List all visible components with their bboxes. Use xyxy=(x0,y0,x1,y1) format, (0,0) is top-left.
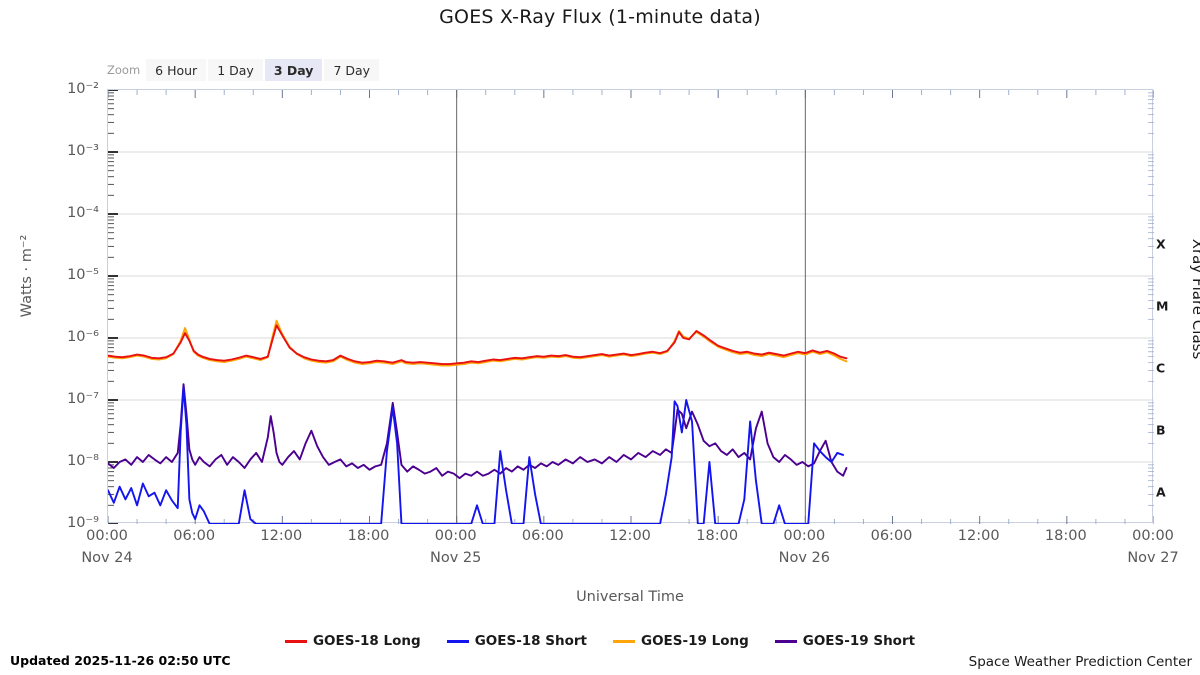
legend-swatch-icon xyxy=(446,639,469,643)
x-axis-tick-time: 12:00 xyxy=(260,528,303,544)
y-axis-tick-label: 10⁻⁵ xyxy=(67,267,99,283)
zoom-button-1-day[interactable]: 1 Day xyxy=(208,59,263,81)
x-axis-tick-date: Nov 25 xyxy=(429,550,482,566)
x-axis-tick-date: Nov 27 xyxy=(1127,550,1179,566)
source-attribution: Space Weather Prediction Center xyxy=(968,654,1192,670)
x-axis-tick-time: 00:00 xyxy=(1132,528,1174,544)
plot-area[interactable] xyxy=(107,89,1154,524)
flare-class-label-a: A xyxy=(1156,484,1166,500)
x-axis-tick-time: 00:00 xyxy=(783,528,826,544)
y-axis-tick-label: 10⁻⁹ xyxy=(67,515,99,531)
legend-label: GOES-19 Short xyxy=(802,633,916,649)
legend-label: GOES-18 Short xyxy=(474,633,587,649)
legend-swatch-icon xyxy=(774,639,797,643)
zoom-button-6-hour[interactable]: 6 Hour xyxy=(146,59,207,81)
y-axis-tick-label: 10⁻⁴ xyxy=(67,205,99,221)
flare-class-label-b: B xyxy=(1156,422,1166,438)
flare-class-axis-title: Xray Flare Class xyxy=(1189,238,1200,360)
flare-class-label-x: X xyxy=(1156,236,1166,252)
x-axis-tick-time: 00:00 xyxy=(86,528,128,544)
x-axis-tick-date: Nov 24 xyxy=(81,550,133,566)
flare-class-axis: X M C B A xyxy=(1153,89,1183,523)
zoom-button-3-day[interactable]: 3 Day xyxy=(264,59,323,81)
legend-item-goes-19-long[interactable]: GOES-19 Long xyxy=(613,633,749,649)
y-axis-tick-label: 10⁻² xyxy=(67,81,99,97)
x-axis-tick-time: 06:00 xyxy=(521,528,564,544)
x-axis-tick-time: 06:00 xyxy=(870,528,913,544)
x-axis-tick-date: Nov 26 xyxy=(778,550,831,566)
x-axis-ticks: 00:00 Nov 24 06:00 12:00 18:00 00:00 Nov 25 06:… xyxy=(81,528,1178,580)
updated-timestamp: Updated 2025-11-26 02:50 UTC xyxy=(10,653,231,668)
x-axis-tick-time: 12:00 xyxy=(957,528,1000,544)
legend-item-goes-18-long[interactable]: GOES-18 Long xyxy=(284,633,421,649)
legend-item-goes-18-short[interactable]: GOES-18 Short xyxy=(446,633,587,649)
zoom-range-selector: Zoom 6 Hour 1 Day 3 Day 7 Day xyxy=(107,59,381,81)
x-axis-tick-time: 06:00 xyxy=(173,528,216,544)
y-axis-tick-label: 10⁻⁶ xyxy=(67,329,99,345)
legend-swatch-icon xyxy=(284,639,307,643)
legend-item-goes-19-short[interactable]: GOES-19 Short xyxy=(774,633,916,649)
chart-canvas xyxy=(108,90,1154,524)
x-axis-tick-time: 18:00 xyxy=(1044,528,1087,544)
y-axis-title: Watts · m⁻² xyxy=(19,234,35,318)
x-axis-tick-time: 18:00 xyxy=(347,528,390,544)
zoom-button-7-day[interactable]: 7 Day xyxy=(324,59,380,81)
y-axis-ticks: 10⁻² 10⁻³ 10⁻⁴ 10⁻⁵ 10⁻⁶ 10⁻⁷ 10⁻⁸ 10⁻⁹ xyxy=(43,81,99,531)
page-title: GOES X-Ray Flux (1-minute data) xyxy=(439,6,761,28)
y-axis-tick-label: 10⁻³ xyxy=(67,143,99,159)
x-axis-tick-time: 12:00 xyxy=(609,528,651,544)
x-axis-title: Universal Time xyxy=(576,589,684,605)
legend-label: GOES-18 Long xyxy=(312,633,421,649)
chart-legend: GOES-18 Long GOES-18 Short GOES-19 Long GOE… xyxy=(0,633,1200,649)
flare-class-label-c: C xyxy=(1156,360,1166,376)
zoom-label: Zoom xyxy=(107,63,141,77)
x-axis-tick-time: 00:00 xyxy=(434,528,477,544)
y-axis-tick-label: 10⁻⁷ xyxy=(67,391,99,407)
flare-class-label-m: M xyxy=(1156,298,1169,314)
legend-label: GOES-19 Long xyxy=(641,633,749,649)
legend-swatch-icon xyxy=(613,639,635,643)
y-axis-tick-label: 10⁻⁸ xyxy=(67,453,99,469)
x-axis-tick-time: 18:00 xyxy=(696,528,739,544)
